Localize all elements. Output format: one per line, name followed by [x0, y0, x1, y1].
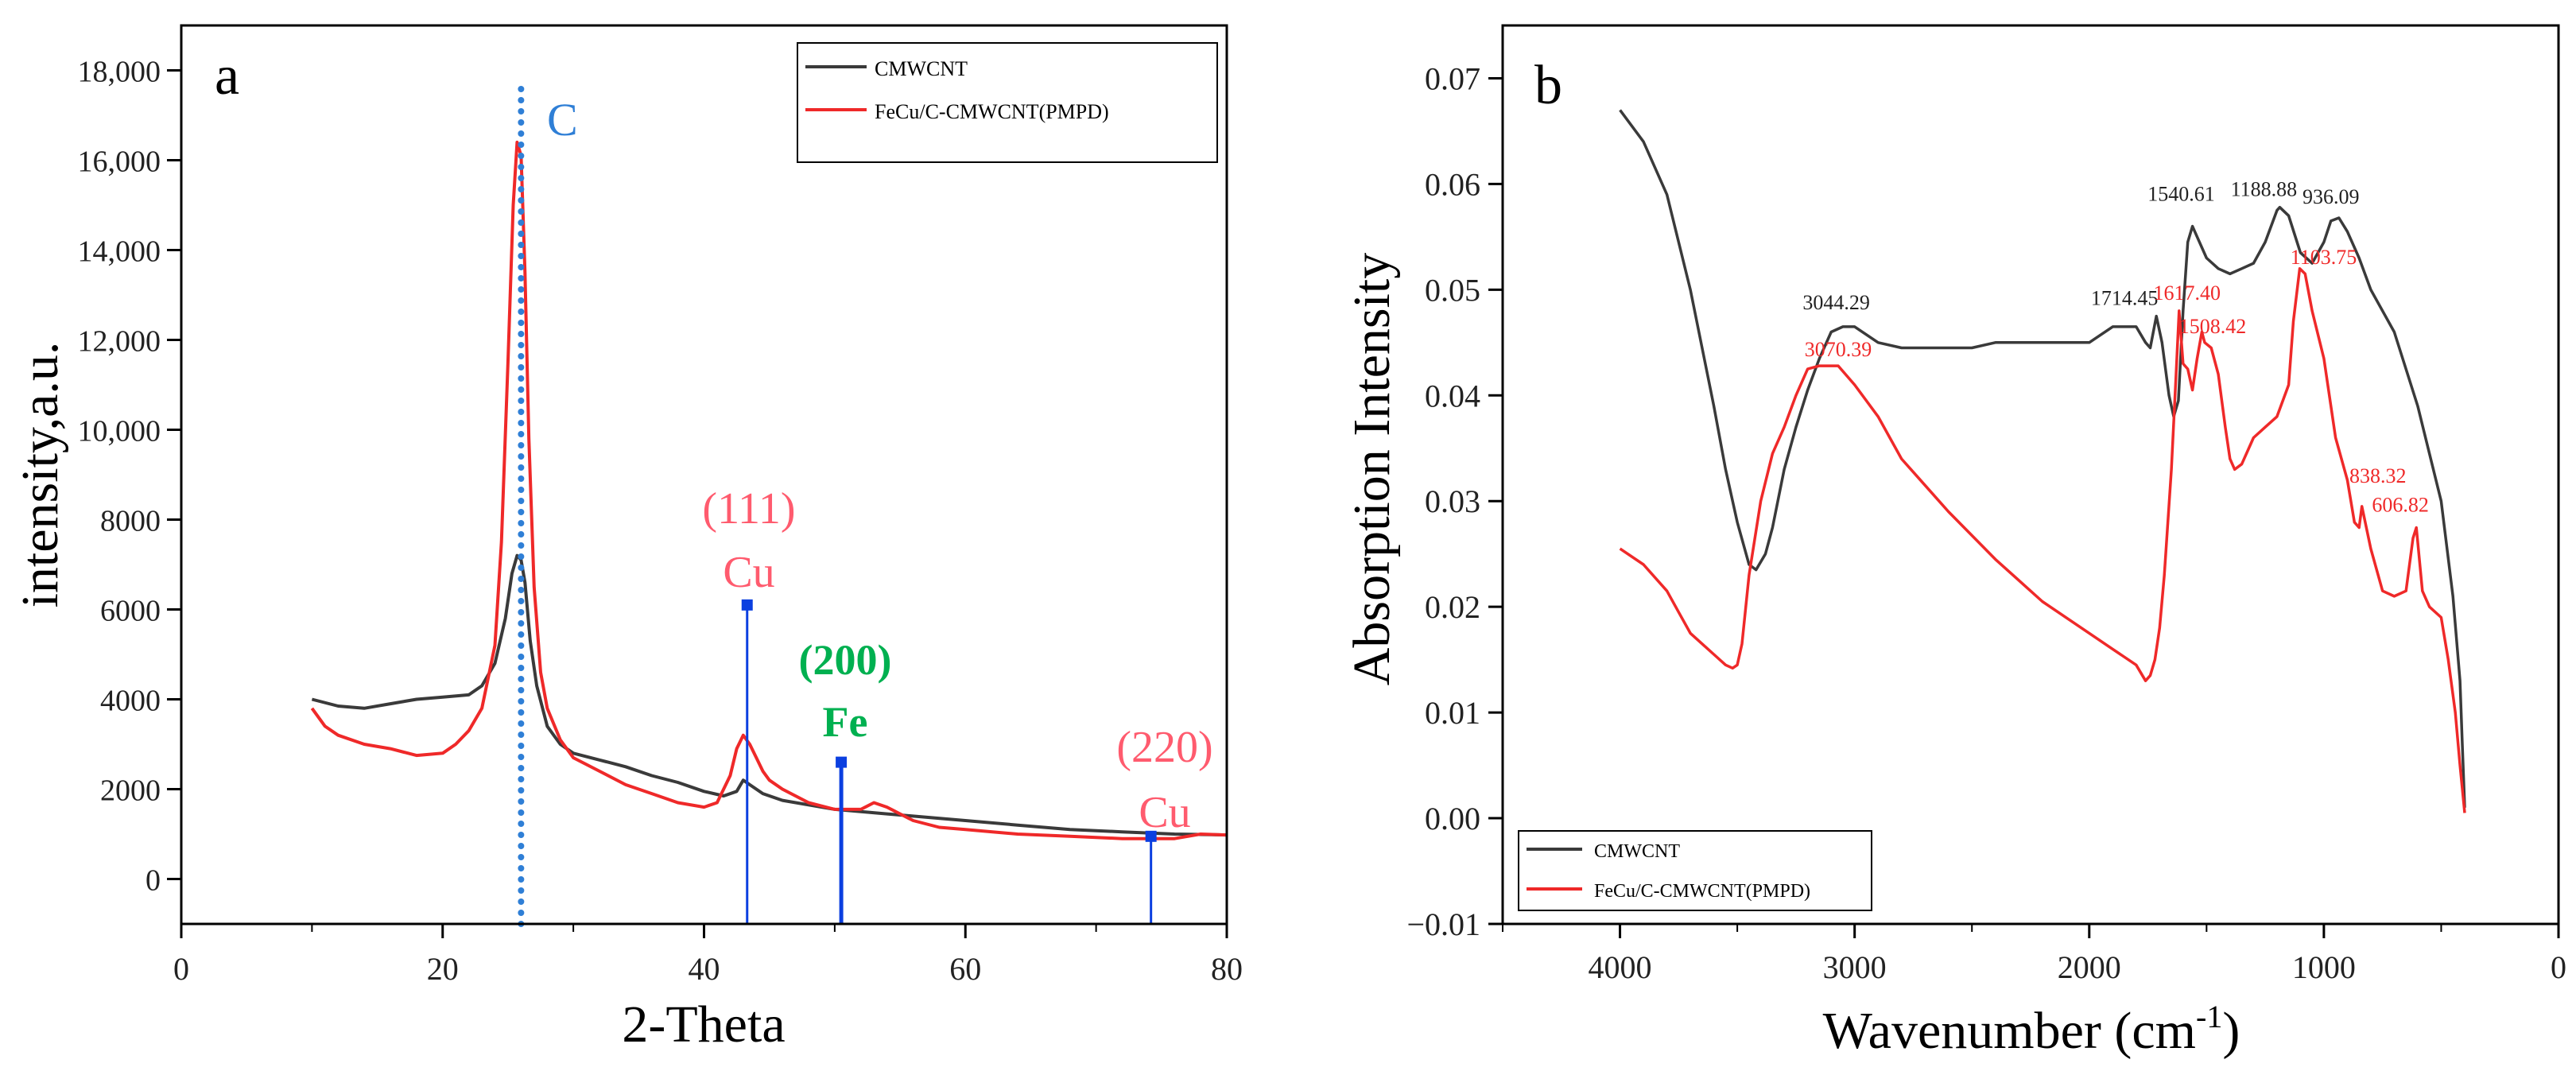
- panel-b-y-tick-label: 0.04: [1425, 378, 1480, 413]
- panel-a-legend: CMWCNT FeCu/C-CMWCNT(PMPD): [797, 42, 1218, 163]
- panel-a-y-tick-label: 0: [145, 864, 161, 898]
- panel-b-label: b: [1534, 55, 1562, 116]
- panel-b-x-tick-label: 1000: [2292, 949, 2356, 985]
- panel-b-x-tick-label: 4000: [1589, 949, 1652, 985]
- peak-annotation-3070-39: 3070.39: [1805, 338, 1872, 361]
- panel-a-y-tick-label: 18,000: [78, 56, 161, 89]
- peak-annotation-3044-29: 3044.29: [1802, 291, 1870, 314]
- panel-a-legend-box: [797, 42, 1218, 163]
- panel-a-label: a: [215, 45, 239, 107]
- panel-a-legend-label-cmwcnt: CMWCNT: [875, 57, 968, 80]
- panel-b-y-axis-title: Absorption Intensity: [1343, 253, 1401, 685]
- panel-a-x-tick-label: 20: [427, 951, 459, 987]
- panel-a-y-tick-label: 16,000: [78, 146, 161, 179]
- panel-a-series-fecu-c-cmwcnt-pmpd: [310, 140, 1228, 840]
- peak-annotation-1540-61: 1540.61: [2147, 183, 2215, 206]
- panel-b-x-axis-title-main: Wavenumber (cm: [1823, 1002, 2196, 1060]
- panel-a-y-tick-label: 2000: [100, 774, 161, 808]
- panel-b-y-tick-label: −0.01: [1406, 906, 1480, 942]
- panel-b-y-tick-label: 0.07: [1425, 60, 1480, 96]
- peak-label-cu-220-element: Cu: [1139, 788, 1190, 837]
- panel-a-y-tick-label: 14,000: [78, 235, 161, 269]
- panel-a-x-axis-title: 2-Theta: [622, 995, 785, 1054]
- panel-b-x-tick-label: 2000: [2058, 949, 2121, 985]
- peak-annotation-1103-75: 1103.75: [2291, 246, 2357, 269]
- peak-label-cu-111-hkl: (111): [702, 484, 795, 534]
- panel-b-ftir: 3044.29 3070.39 1714.45 1540.61 1188.88 936.0…: [1343, 24, 2566, 1060]
- peak-annotation-1508-42: 1508.42: [2179, 315, 2247, 338]
- panel-b-series-cmwcnt: [1619, 109, 2466, 808]
- panel-b-axes-frame: [1501, 24, 2560, 926]
- peak-annotation-838-32: 838.32: [2349, 464, 2407, 487]
- panel-b-y-tick-label: 0.05: [1425, 272, 1480, 308]
- peak-annotation-1188-88: 1188.88: [2231, 178, 2298, 201]
- peak-label-cu-220-hkl: (220): [1116, 723, 1212, 772]
- peak-annotation-606-82: 606.82: [2372, 493, 2429, 516]
- panel-b-y-tick-label: 0.02: [1425, 589, 1480, 625]
- panel-b-x-tick-label: 3000: [1823, 949, 1887, 985]
- panel-a-x-tick-label: 0: [173, 951, 189, 987]
- panel-b-series-fecu-c-cmwcnt-pmpd: [1619, 267, 2466, 813]
- panel-a-x-tick-label: 60: [949, 951, 981, 987]
- peak-label-fe-200-element: Fe: [823, 698, 868, 746]
- panel-b-y-tick-label: 0.03: [1425, 483, 1480, 519]
- panel-b-legend-box: [1518, 830, 1872, 911]
- panel-b-x-axis-title-superscript: -1: [2196, 999, 2222, 1034]
- ref-marker-fe-200: [836, 756, 848, 768]
- panel-a-y-tick-label: 10,000: [78, 415, 161, 448]
- panel-b-y-tick-label: 0.01: [1425, 695, 1480, 731]
- panel-b-x-axis-title: Wavenumber (cm-1): [1823, 999, 2240, 1060]
- panel-a-y-tick-label: 6000: [100, 595, 161, 628]
- panel-a-y-axis-title: intensity,a.u.: [11, 342, 69, 608]
- ref-marker-cu-111: [741, 599, 753, 611]
- panel-a-series-cmwcnt: [311, 553, 1228, 837]
- panel-a-y-tick-label: 12,000: [78, 325, 161, 359]
- panel-a-x-tick-label: 80: [1211, 951, 1243, 987]
- peak-label-cu-111-element: Cu: [723, 548, 774, 597]
- panel-b-x-tick-label: 0: [2551, 949, 2566, 985]
- panel-b-x-axis-title-close: ): [2222, 1002, 2240, 1060]
- panel-a-y-tick-label: 4000: [100, 685, 161, 718]
- peak-label-fe-200-hkl: (200): [799, 636, 892, 684]
- panel-b-legend-label-fecu: FeCu/C-CMWCNT(PMPD): [1594, 881, 1810, 902]
- panel-b-legend: CMWCNT FeCu/C-CMWCNT(PMPD): [1518, 830, 1872, 911]
- panel-a-legend-label-fecu: FeCu/C-CMWCNT(PMPD): [875, 100, 1109, 123]
- panel-b-y-tick-label: 0.00: [1425, 801, 1480, 836]
- peak-annotation-1714-45: 1714.45: [2091, 287, 2159, 310]
- panel-a-y-tick-label: 8000: [100, 505, 161, 538]
- peak-annotation-936-09: 936.09: [2302, 185, 2360, 208]
- peak-label-c: C: [547, 94, 578, 146]
- panel-b-legend-label-cmwcnt: CMWCNT: [1594, 841, 1680, 862]
- panel-b-y-tick-label: 0.06: [1425, 166, 1480, 202]
- ref-marker-cu-220: [1145, 830, 1157, 842]
- panel-a-x-tick-label: 40: [689, 951, 720, 987]
- panel-a-xrd: 0 20 40 60 80 0 2000 4000 6000 8000 10,000 12,000 1…: [11, 24, 1243, 1054]
- peak-annotation-1617-40: 1617.40: [2154, 281, 2221, 305]
